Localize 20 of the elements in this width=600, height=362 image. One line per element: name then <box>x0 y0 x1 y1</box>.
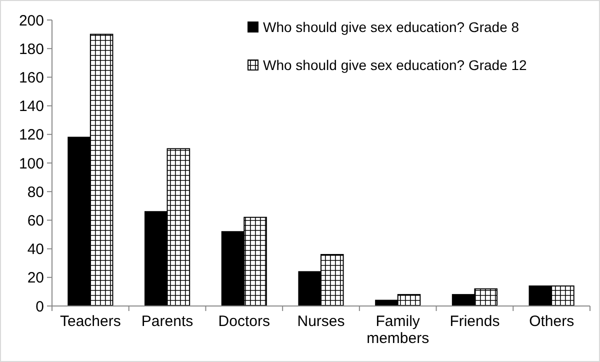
y-tick-label: 100 <box>18 155 44 172</box>
x-tick-label: Nurses <box>297 313 345 330</box>
x-tick-label: Teachers <box>60 313 121 330</box>
y-tick-label: 180 <box>18 40 44 58</box>
y-tick-label: 120 <box>18 126 44 144</box>
x-tick-label: Family members <box>366 313 430 347</box>
x-tick-label: Friends <box>450 313 500 330</box>
y-tick-label: 80 <box>27 184 44 201</box>
x-tick-label: Doctors <box>218 313 270 330</box>
y-tick-label: 160 <box>18 69 44 86</box>
x-tick-label: Others <box>529 313 574 330</box>
legend-label: Who should give sex education? Grade 12 <box>263 56 528 73</box>
y-tick-label: 40 <box>27 241 44 258</box>
x-tick-label: Parents <box>141 313 194 330</box>
legend-label: Who should give sex education? Grade 8 <box>263 18 520 35</box>
y-tick-label: 20 <box>27 270 44 287</box>
y-tick-label: 0 <box>36 298 44 316</box>
y-tick-label: 200 <box>18 12 44 30</box>
y-tick-label: 140 <box>18 98 44 116</box>
y-tick-label: 60 <box>27 212 44 230</box>
